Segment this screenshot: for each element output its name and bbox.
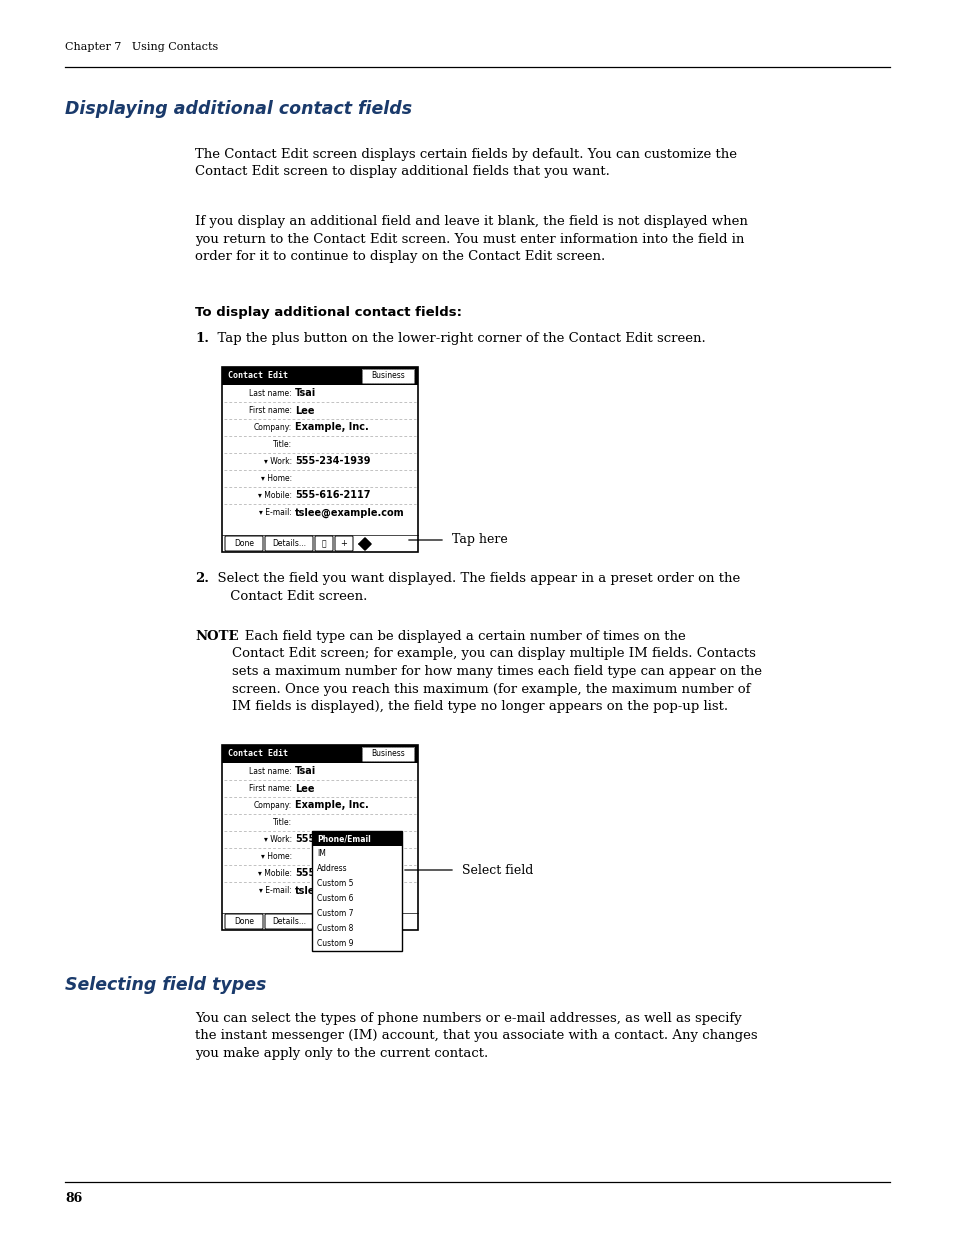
Text: Custom 8: Custom 8 — [316, 924, 353, 932]
FancyBboxPatch shape — [265, 536, 313, 551]
Text: Details...: Details... — [272, 918, 306, 926]
Text: Selecting field types: Selecting field types — [65, 976, 266, 994]
Text: To display additional contact fields:: To display additional contact fields: — [194, 306, 461, 319]
Text: First name:: First name: — [249, 406, 292, 415]
Text: ▾ Work:: ▾ Work: — [264, 457, 292, 466]
Text: Each field type can be displayed a certain number of times on the
Contact Edit s: Each field type can be displayed a certa… — [232, 630, 761, 713]
Text: ▾ E-mail:: ▾ E-mail: — [259, 508, 292, 517]
Text: First name:: First name: — [249, 784, 292, 793]
Text: 555-6: 555-6 — [294, 868, 326, 878]
Text: Business: Business — [371, 750, 404, 758]
Text: Title:: Title: — [273, 818, 292, 827]
Text: Select the field you want displayed. The fields appear in a preset order on the
: Select the field you want displayed. The… — [209, 572, 740, 603]
FancyBboxPatch shape — [335, 536, 353, 551]
Bar — [222, 367, 417, 385]
Text: Custom 9: Custom 9 — [316, 939, 354, 948]
Text: +: + — [340, 538, 347, 548]
Text: Chapter 7   Using Contacts: Chapter 7 Using Contacts — [65, 42, 218, 52]
FancyBboxPatch shape — [265, 914, 313, 929]
Bar — [312, 831, 401, 846]
Text: Ⓟ: Ⓟ — [321, 538, 326, 548]
Text: Tsai: Tsai — [294, 389, 315, 399]
Text: ▾ Mobile:: ▾ Mobile: — [257, 869, 292, 878]
FancyBboxPatch shape — [225, 536, 263, 551]
Text: Lee: Lee — [294, 783, 314, 794]
Polygon shape — [358, 538, 371, 550]
Text: Custom 5: Custom 5 — [316, 879, 354, 888]
Text: Example, Inc.: Example, Inc. — [294, 800, 369, 810]
Text: Displaying additional contact fields: Displaying additional contact fields — [65, 100, 412, 119]
Text: If you display an additional field and leave it blank, the field is not displaye: If you display an additional field and l… — [194, 215, 747, 263]
Text: 2.: 2. — [194, 572, 209, 585]
Text: Custom 7: Custom 7 — [316, 909, 354, 918]
Text: Details...: Details... — [272, 538, 306, 548]
Text: Company:: Company: — [253, 802, 292, 810]
Text: Business: Business — [371, 372, 404, 380]
Text: ▾ Home:: ▾ Home: — [260, 474, 292, 483]
Text: Phone/Email: Phone/Email — [316, 834, 371, 844]
Text: tslee: tslee — [294, 885, 322, 895]
FancyBboxPatch shape — [314, 536, 333, 551]
Text: Contact Edit: Contact Edit — [228, 750, 288, 758]
Text: NOTE: NOTE — [194, 630, 238, 643]
Bar — [312, 831, 401, 951]
Text: ▾ Mobile:: ▾ Mobile: — [257, 492, 292, 500]
Text: Contact Edit: Contact Edit — [228, 372, 288, 380]
Text: 555-2: 555-2 — [294, 835, 326, 845]
Text: Tsai: Tsai — [294, 767, 315, 777]
Text: You can select the types of phone numbers or e-mail addresses, as well as specif: You can select the types of phone number… — [194, 1011, 757, 1060]
Text: Done: Done — [233, 538, 253, 548]
Text: Lee: Lee — [294, 405, 314, 415]
Text: Address: Address — [316, 864, 347, 873]
Text: tslee@example.com: tslee@example.com — [294, 508, 404, 517]
Text: ▾ Home:: ▾ Home: — [260, 852, 292, 861]
Bar — [222, 745, 417, 930]
Text: Tap the plus button on the lower-right corner of the Contact Edit screen.: Tap the plus button on the lower-right c… — [209, 332, 705, 345]
Text: Done: Done — [233, 918, 253, 926]
Text: The Contact Edit screen displays certain fields by default. You can customize th: The Contact Edit screen displays certain… — [194, 148, 737, 179]
Text: Last name:: Last name: — [249, 389, 292, 398]
Text: 1.: 1. — [194, 332, 209, 345]
Text: 555-234-1939: 555-234-1939 — [294, 457, 370, 467]
Text: Title:: Title: — [273, 440, 292, 450]
Text: Example, Inc.: Example, Inc. — [294, 422, 369, 432]
Text: IM: IM — [316, 848, 326, 858]
Bar — [222, 745, 417, 763]
Bar — [361, 747, 414, 761]
Bar — [361, 369, 414, 383]
FancyBboxPatch shape — [225, 914, 263, 929]
Text: 555-616-2117: 555-616-2117 — [294, 490, 370, 500]
Text: Custom 6: Custom 6 — [316, 894, 354, 903]
Text: Select field: Select field — [461, 863, 533, 877]
Text: Tap here: Tap here — [452, 534, 507, 547]
Bar — [222, 367, 417, 552]
Text: ▾ E-mail:: ▾ E-mail: — [259, 885, 292, 895]
Text: Company:: Company: — [253, 424, 292, 432]
Text: ▾ Work:: ▾ Work: — [264, 835, 292, 844]
Text: 86: 86 — [65, 1192, 82, 1205]
Text: Last name:: Last name: — [249, 767, 292, 776]
